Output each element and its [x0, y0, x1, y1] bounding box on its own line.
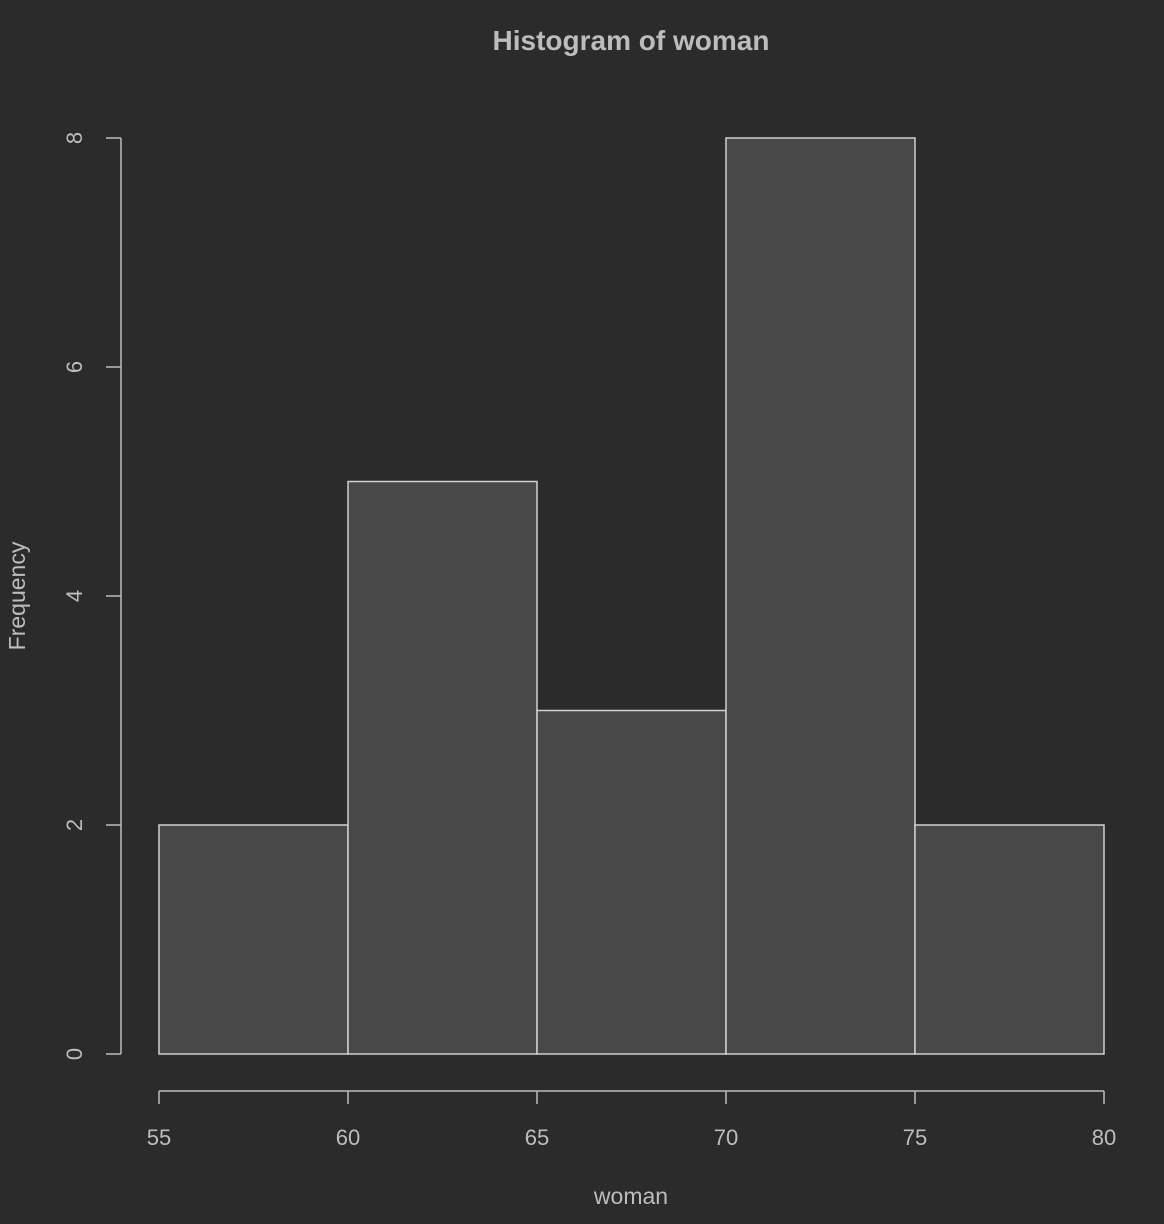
x-tick-label: 75: [903, 1125, 927, 1150]
y-tick-label: 2: [62, 819, 87, 831]
y-tick-label: 0: [62, 1048, 87, 1060]
x-tick-label: 80: [1092, 1125, 1116, 1150]
x-tick-label: 70: [714, 1125, 738, 1150]
chart-title: Histogram of woman: [493, 25, 770, 56]
y-tick-label: 6: [62, 361, 87, 373]
bars-group: [158, 137, 1105, 1055]
histogram-bar-2: [536, 709, 727, 1055]
x-tick-label: 65: [525, 1125, 549, 1150]
y-axis: 0 2 4 6 8: [62, 132, 122, 1060]
histogram-bar-0: [158, 824, 349, 1055]
x-axis: 55 60 65 70 75 80: [147, 1090, 1116, 1150]
histogram-bar-3: [725, 137, 916, 1055]
y-axis-label: Frequency: [4, 541, 30, 650]
x-axis-label: woman: [593, 1183, 668, 1209]
x-tick-label: 60: [336, 1125, 360, 1150]
y-tick-label: 8: [62, 132, 87, 144]
histogram-bar-4: [914, 824, 1105, 1055]
x-tick-label: 55: [147, 1125, 171, 1150]
histogram-bar-1: [347, 480, 538, 1055]
y-tick-label: 4: [62, 590, 87, 602]
